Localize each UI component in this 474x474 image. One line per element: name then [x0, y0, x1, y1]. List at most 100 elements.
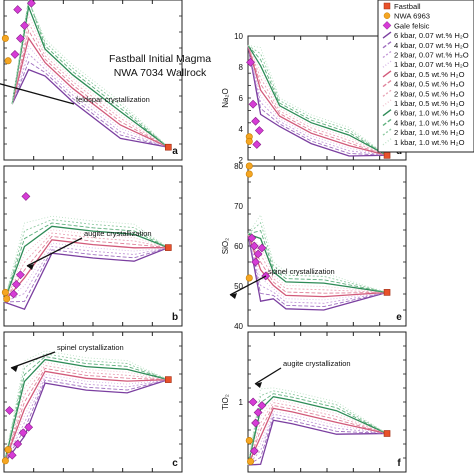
legend-label: 4 kbar, 0.5 wt.% H₂O [394, 80, 465, 89]
panel-frame [247, 331, 407, 473]
model-curve [247, 233, 388, 298]
model-curve [3, 358, 169, 464]
gale-felsic-point [249, 241, 259, 251]
model-curve [247, 45, 388, 156]
model-curve [11, 0, 169, 148]
panel-a: feldspar crystallization a [0, 0, 183, 161]
model-curve [3, 222, 169, 303]
y-tick-label: 1 [239, 398, 244, 407]
model-curve [247, 419, 388, 466]
gale-felsic-point [26, 0, 36, 8]
gale-felsic-point [10, 49, 20, 59]
annotation-arrow [10, 351, 56, 369]
gale-felsic-point [249, 446, 259, 456]
model-curve [247, 233, 388, 294]
panel-letter: f [397, 458, 401, 469]
gale-felsic-point [18, 428, 28, 438]
model-curve [3, 219, 169, 303]
y-tick-label: 8 [239, 63, 244, 72]
model-curve [3, 235, 169, 303]
model-curve [3, 246, 169, 303]
model-curve [3, 350, 169, 464]
y-tick-label: 10 [234, 32, 243, 41]
model-curve [3, 370, 169, 464]
nwa6963-point [3, 295, 11, 303]
model-curve [247, 44, 388, 156]
annotation-label: feldspar crystallization [76, 95, 150, 104]
legend-label: 1 kbar, 0.5 wt.% H₂O [394, 99, 465, 108]
nwa6963-point [4, 57, 12, 65]
nwa6963-point [245, 436, 253, 444]
model-curve [247, 45, 388, 156]
legend-label: 2 kbar, 1.0 wt.% H₂O [394, 128, 465, 137]
legend-marker-line [382, 80, 392, 88]
figure-title-line1: Fastball Initial Magma [109, 53, 211, 65]
panel-d: 246810Na₂Od [221, 32, 407, 165]
nwa6963-point [1, 457, 9, 465]
model-curve [3, 378, 169, 464]
model-curve [247, 221, 388, 293]
panels-layer: feldspar crystallizationa246810Na₂Odaugi… [0, 0, 407, 473]
gale-felsic-point [251, 116, 261, 126]
legend-label: 2 kbar, 0.07 wt.% H₂O [394, 51, 469, 60]
figure-title-line2: NWA 7034 Wallrock [114, 67, 207, 79]
model-curve [247, 416, 388, 466]
model-curve [247, 393, 388, 466]
y-axis-label: SiO₂ [221, 238, 230, 254]
model-curve [11, 61, 169, 148]
model-curve [247, 44, 388, 156]
y-tick-label: 40 [234, 322, 243, 331]
fastball-point [383, 152, 391, 159]
panel-letter: b [172, 312, 178, 323]
gale-felsic-point [11, 279, 21, 289]
model-curve [3, 246, 169, 311]
model-curve [247, 45, 388, 156]
model-curve [11, 53, 169, 148]
panel-letter: c [172, 458, 178, 469]
model-curve [247, 402, 388, 466]
panel-frame [247, 165, 407, 327]
y-tick-label: 60 [234, 242, 243, 251]
legend-marker-line [382, 118, 392, 126]
model-curve [3, 242, 169, 303]
fastball-point [165, 244, 172, 251]
annotation-arrow [254, 367, 282, 385]
legend-label: 4 kbar, 1.0 wt.% H₂O [394, 118, 465, 127]
gale-felsic-point [257, 401, 267, 410]
nwa6963-point [245, 170, 253, 178]
model-curve [3, 367, 169, 464]
legend-label: 6 kbar, 0.07 wt.% H₂O [394, 31, 469, 40]
annotation-arrowhead [255, 382, 262, 388]
model-curve [3, 353, 169, 464]
legend-label: 2 kbar, 0.5 wt.% H₂O [394, 89, 465, 98]
nwa6963-point [1, 288, 9, 296]
panel-letter: a [172, 146, 178, 157]
model-curve [247, 45, 388, 156]
model-curve [247, 45, 388, 156]
legend-marker-line [382, 128, 392, 136]
model-curve [11, 13, 169, 148]
model-curve [11, 45, 169, 148]
model-curve [3, 247, 169, 303]
model-curve [247, 233, 388, 311]
model-curve [247, 407, 388, 466]
fastball-point [165, 376, 172, 383]
model-curve [247, 45, 388, 157]
model-curve [3, 232, 169, 303]
nwa6963-point [245, 274, 253, 282]
gale-felsic-point [253, 408, 263, 417]
gale-felsic-point [7, 450, 17, 460]
nwa6963-point [4, 446, 12, 454]
fastball-point [165, 143, 172, 151]
legend-marker-line [382, 89, 392, 97]
gale-felsic-point [13, 439, 23, 449]
y-tick-label: 70 [234, 202, 243, 211]
annotation-arrowhead [230, 293, 237, 299]
nwa6963-point [245, 162, 253, 170]
annotation-arrow [0, 83, 75, 105]
legend-label: 1 kbar, 1.0 wt.% H₂O [394, 138, 465, 147]
model-curve [247, 233, 388, 294]
gale-felsic-point [252, 140, 262, 149]
